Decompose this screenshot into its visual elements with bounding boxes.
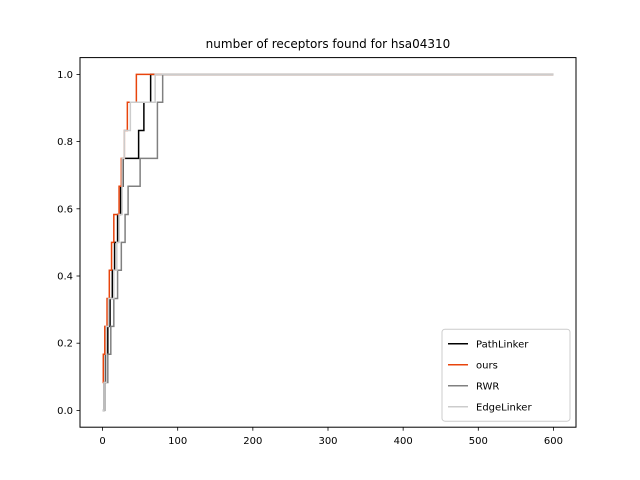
y-tick-label: 0.2 — [57, 339, 73, 350]
y-tick-label: 0.0 — [57, 406, 73, 417]
legend-box — [441, 328, 571, 422]
series-line-edgelinker — [102, 73, 554, 412]
y-tick-label: 1.0 — [57, 70, 73, 81]
legend-label-rwr: RWR — [476, 382, 499, 393]
x-tick-label: 400 — [394, 436, 413, 447]
x-axis: 0 100 200 300 400 500 600 — [99, 427, 563, 447]
legend-label-ours: ours — [476, 361, 498, 372]
legend-label-pathlinker: PathLinker — [476, 340, 529, 351]
y-axis: 0.0 0.2 0.4 0.6 0.8 1.0 — [57, 70, 80, 417]
x-tick-label: 600 — [544, 436, 563, 447]
series-layer — [102, 73, 554, 412]
legend-label-edgelinker: EdgeLinker — [476, 403, 532, 414]
x-tick-label: 100 — [168, 436, 187, 447]
y-tick-label: 0.6 — [57, 204, 73, 215]
chart-title: number of receptors found for hsa04310 — [206, 37, 451, 51]
series-line-rwr — [102, 73, 554, 412]
y-tick-label: 0.8 — [57, 137, 73, 148]
x-tick-label: 300 — [318, 436, 337, 447]
x-tick-label: 200 — [243, 436, 262, 447]
x-tick-label: 0 — [99, 436, 105, 447]
legend: PathLinker ours RWR EdgeLinker — [441, 328, 571, 422]
y-tick-label: 0.4 — [57, 272, 73, 283]
x-tick-label: 500 — [469, 436, 488, 447]
